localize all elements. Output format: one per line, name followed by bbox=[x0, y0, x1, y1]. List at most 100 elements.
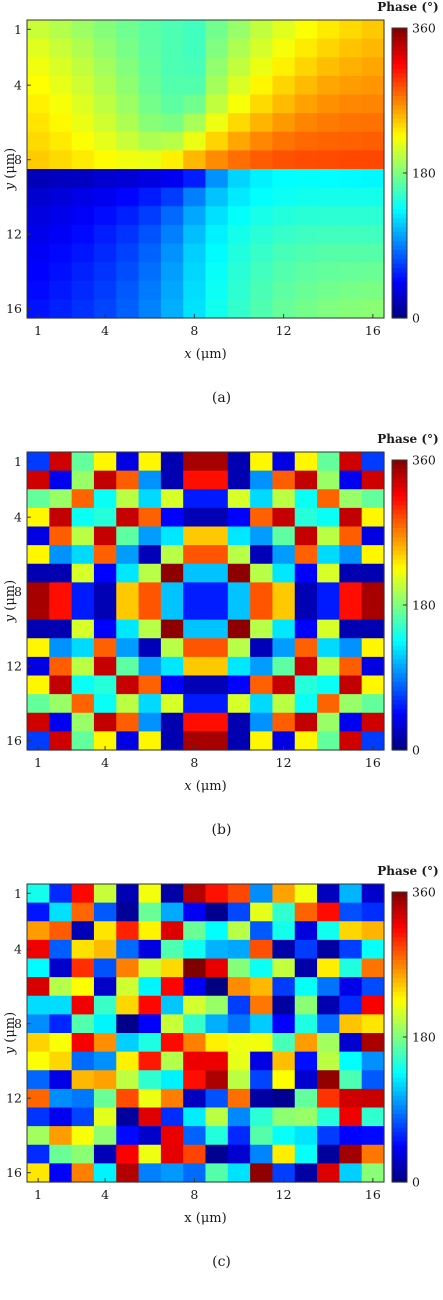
heatmap-cell bbox=[27, 1126, 50, 1146]
heatmap-cell bbox=[71, 224, 95, 245]
heatmap-cell bbox=[250, 995, 274, 1015]
heatmap-cell bbox=[339, 526, 363, 546]
heatmap-cell bbox=[272, 243, 296, 263]
colorbar-segment bbox=[392, 473, 407, 479]
heatmap-cell bbox=[93, 712, 117, 732]
heatmap-cell bbox=[49, 619, 73, 639]
heatmap-cell bbox=[49, 1088, 73, 1109]
heatmap-cell bbox=[138, 563, 162, 583]
heatmap-cell bbox=[27, 1088, 50, 1109]
colorbar-segment bbox=[392, 941, 407, 947]
heatmap-cell bbox=[339, 995, 363, 1015]
colorbar-segment bbox=[392, 632, 407, 638]
heatmap-cell bbox=[339, 224, 363, 245]
heatmap-cell bbox=[93, 38, 117, 58]
heatmap-cell bbox=[294, 470, 318, 490]
heatmap-cell bbox=[361, 1033, 385, 1053]
heatmap-cell bbox=[227, 958, 251, 978]
heatmap-cell bbox=[250, 694, 274, 714]
heatmap-cell bbox=[317, 169, 340, 189]
heatmap-cell bbox=[49, 1126, 73, 1146]
colorbar-segment bbox=[392, 1132, 407, 1138]
colorbar-segment bbox=[392, 1104, 407, 1111]
colorbar-segment bbox=[392, 68, 407, 74]
heatmap-cell bbox=[317, 206, 340, 226]
heatmap-cell bbox=[272, 939, 296, 960]
heatmap-cell bbox=[294, 1051, 318, 1071]
heatmap-cell bbox=[339, 582, 363, 602]
heatmap-cell bbox=[71, 1070, 95, 1090]
heatmap-cell bbox=[317, 470, 340, 490]
colorbar-segment bbox=[392, 259, 407, 265]
heatmap-cell bbox=[317, 1088, 340, 1109]
colorbar-segment bbox=[392, 1073, 407, 1079]
heatmap-cell bbox=[71, 299, 95, 319]
heatmap-cell bbox=[250, 1163, 274, 1183]
colorbar-segment bbox=[392, 645, 407, 651]
colorbar-segment bbox=[392, 991, 407, 997]
heatmap-cell bbox=[138, 262, 162, 282]
heatmap-cell bbox=[205, 1088, 229, 1109]
colorbar-segment bbox=[392, 609, 407, 615]
heatmap-cell bbox=[160, 601, 184, 621]
colorbar-segment bbox=[392, 727, 407, 733]
heatmap-cell bbox=[116, 601, 140, 621]
heatmap-cell bbox=[317, 977, 340, 997]
heatmap-cell bbox=[49, 57, 73, 77]
heatmap-cell bbox=[49, 675, 73, 695]
colorbar-segment bbox=[392, 1032, 407, 1038]
heatmap-cell bbox=[93, 150, 117, 170]
heatmap-cell bbox=[339, 206, 363, 226]
heatmap-cell bbox=[160, 1051, 184, 1071]
heatmap-cell bbox=[160, 582, 184, 602]
heatmap-cell bbox=[138, 206, 162, 226]
colorbar-segment bbox=[392, 892, 407, 898]
plot-frame bbox=[26, 451, 385, 751]
colorbar-segment bbox=[392, 154, 407, 161]
heatmap-cell bbox=[183, 1014, 207, 1034]
heatmap-cell bbox=[71, 1088, 95, 1109]
heatmap-cell bbox=[317, 1051, 340, 1071]
heatmap-cell bbox=[116, 977, 140, 997]
colorbar-segment bbox=[392, 955, 407, 961]
heatmap-cell bbox=[361, 995, 385, 1015]
heatmap-cell bbox=[272, 563, 296, 583]
colorbar-segment bbox=[392, 1159, 407, 1165]
colorbar-segment bbox=[392, 182, 407, 188]
heatmap-cell bbox=[27, 94, 50, 114]
heatmap-cell bbox=[272, 470, 296, 490]
heatmap-cell bbox=[272, 206, 296, 226]
heatmap-cell bbox=[361, 1144, 385, 1164]
heatmap-cell bbox=[160, 75, 184, 96]
heatmap-cell bbox=[361, 38, 385, 58]
colorbar-segment bbox=[392, 1141, 407, 1147]
heatmap-cell bbox=[183, 187, 207, 207]
heatmap-cell bbox=[227, 619, 251, 639]
colorbar-segment bbox=[392, 114, 407, 120]
heatmap-cell bbox=[227, 563, 251, 583]
heatmap-cell bbox=[93, 224, 117, 245]
colorbar-segment bbox=[392, 740, 407, 747]
colorbar-segment bbox=[392, 1027, 407, 1034]
heatmap-cell bbox=[71, 1014, 95, 1034]
heatmap-cell bbox=[93, 57, 117, 77]
heatmap-cell bbox=[361, 187, 385, 207]
heatmap-cell bbox=[138, 731, 162, 751]
colorbar-segment bbox=[392, 964, 407, 970]
colorbar-segment bbox=[392, 514, 407, 520]
heatmap-cell bbox=[138, 150, 162, 170]
heatmap-cell bbox=[250, 150, 274, 170]
colorbar-segment bbox=[392, 987, 407, 993]
heatmap-cell bbox=[250, 1126, 274, 1146]
heatmap-cell bbox=[294, 452, 318, 472]
heatmap-cell bbox=[317, 1107, 340, 1127]
heatmap-cell bbox=[49, 150, 73, 170]
colorbar-tick-label: 360 bbox=[412, 453, 436, 468]
heatmap-cell bbox=[138, 995, 162, 1015]
heatmap-cell bbox=[250, 489, 274, 509]
heatmap-cell bbox=[317, 601, 340, 621]
colorbar-segment bbox=[392, 682, 407, 688]
heatmap-cell bbox=[138, 1088, 162, 1109]
heatmap-cell bbox=[361, 113, 385, 133]
heatmap-cell bbox=[138, 1107, 162, 1127]
